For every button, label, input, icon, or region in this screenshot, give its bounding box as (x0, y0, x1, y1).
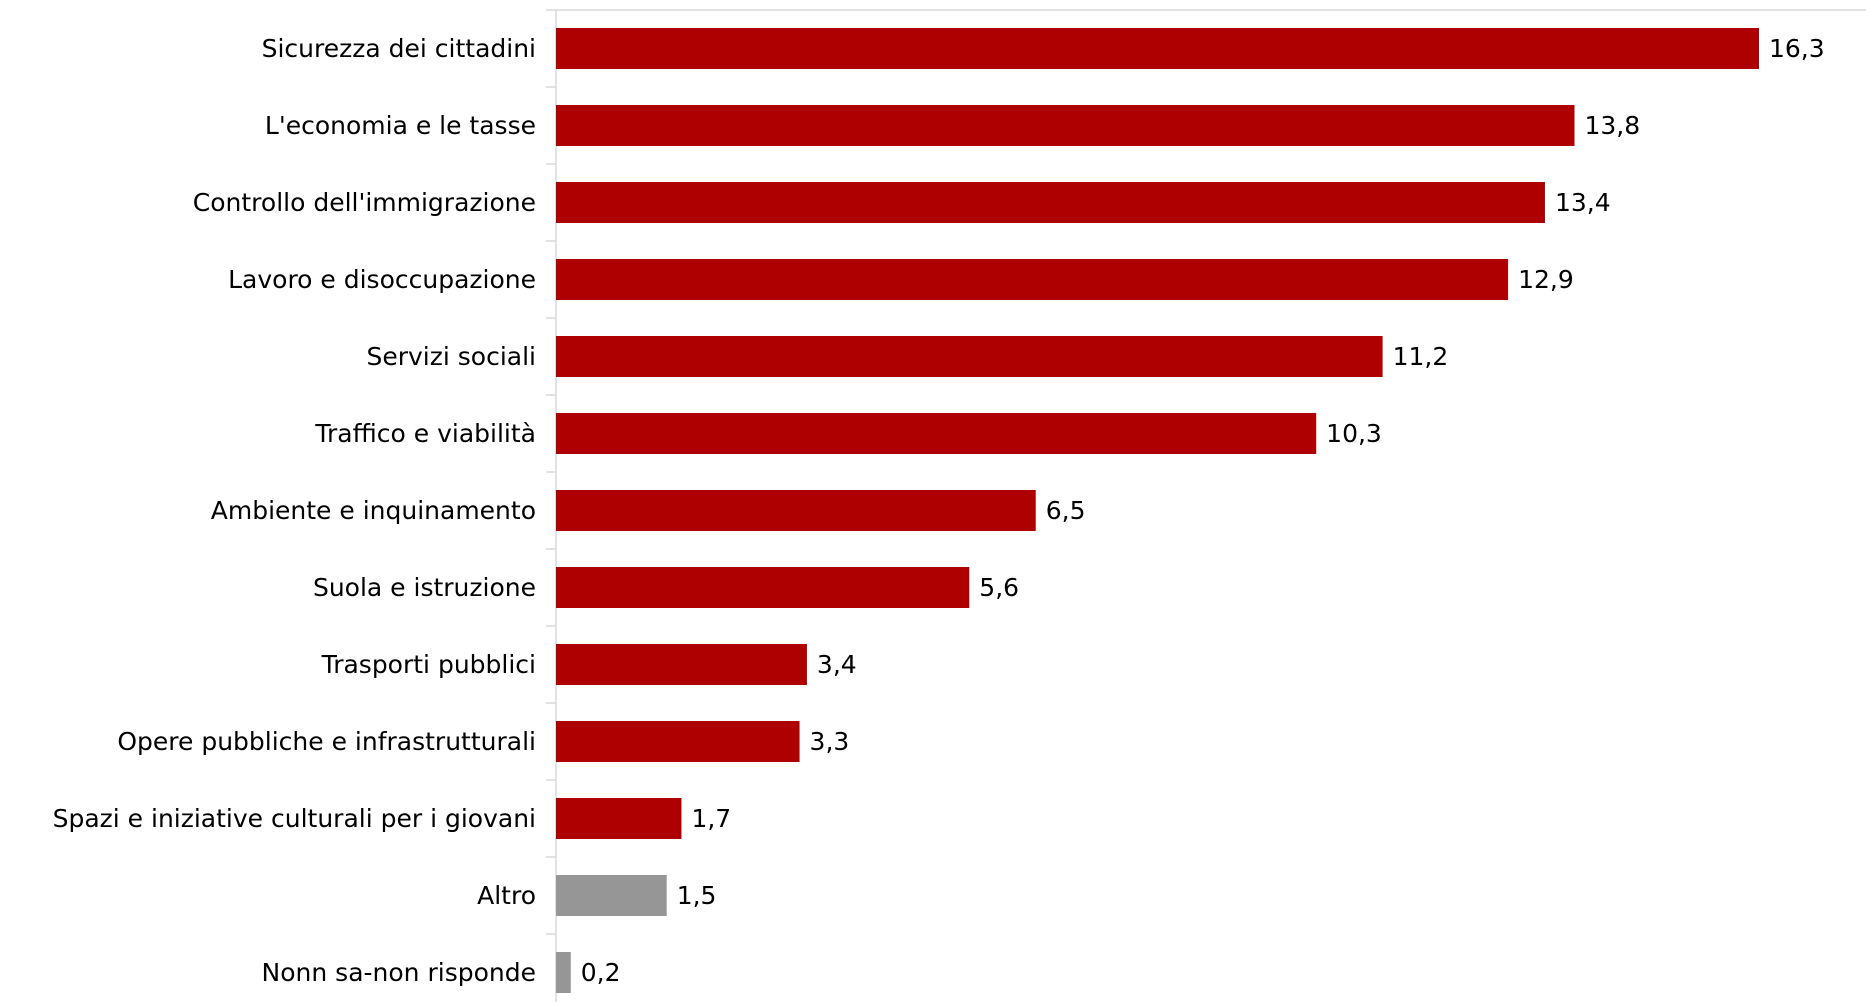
value-labels: 16,3 13,8 13,4 12,9 11,2 10,3 6,5 5,6 3,4 3,3 1,7 1… (581, 34, 1825, 987)
bar (556, 952, 571, 993)
bar (556, 567, 970, 608)
data-label: 0,2 (581, 958, 621, 987)
data-label: 5,6 (979, 573, 1019, 602)
category-label: Spazi e iniziative culturali per i giova… (53, 804, 536, 833)
bar (556, 336, 1383, 377)
category-label: L'economia e le tasse (265, 111, 536, 140)
category-label: Opere pubbliche e infrastrutturali (117, 727, 536, 756)
bar (556, 182, 1545, 223)
category-label: Nonn sa-non risponde (262, 958, 536, 987)
data-label: 1,7 (691, 804, 731, 833)
category-label: Lavoro e disoccupazione (228, 265, 536, 294)
bar (556, 413, 1317, 454)
data-label: 12,9 (1518, 265, 1574, 294)
bar (556, 798, 682, 839)
data-label: 10,3 (1326, 419, 1382, 448)
data-label: 11,2 (1393, 342, 1449, 371)
bar (556, 721, 800, 762)
data-label: 1,5 (677, 881, 717, 910)
category-label: Traffico e viabilità (314, 419, 536, 448)
bar (556, 875, 667, 916)
category-label: Altro (477, 881, 536, 910)
data-label: 16,3 (1769, 34, 1825, 63)
data-label: 13,4 (1555, 188, 1611, 217)
data-label: 13,8 (1584, 111, 1640, 140)
bar (556, 105, 1575, 146)
category-label: Sicurezza dei cittadini (262, 34, 536, 63)
data-label: 3,3 (810, 727, 850, 756)
category-label: Servizi sociali (366, 342, 536, 371)
bars (556, 28, 1759, 993)
category-label: Ambiente e inquinamento (211, 496, 536, 525)
bar (556, 28, 1759, 69)
bar (556, 259, 1509, 300)
data-label: 3,4 (817, 650, 857, 679)
bar (556, 644, 807, 685)
category-label: Trasporti pubblici (321, 650, 536, 679)
data-label: 6,5 (1046, 496, 1086, 525)
category-label: Suola e istruzione (313, 573, 536, 602)
axis-ticks (546, 9, 556, 935)
bar (556, 490, 1036, 531)
category-label: Controllo dell'immigrazione (193, 188, 536, 217)
category-labels: Sicurezza dei cittadini L'economia e le t… (53, 34, 536, 987)
